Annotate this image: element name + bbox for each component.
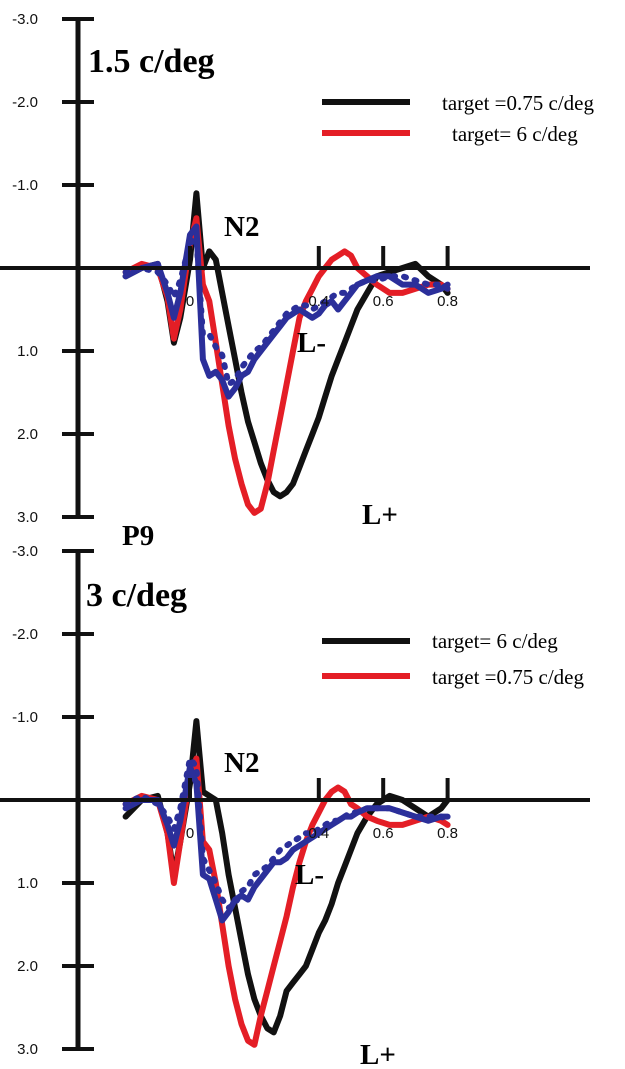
y-tick-label: 1.0 (17, 343, 38, 360)
x-tick-label: 0.8 (437, 825, 458, 842)
panel-title: 1.5 c/deg (88, 43, 215, 80)
y-tick-label: -3.0 (12, 543, 38, 560)
top-panel: 1.5 c/deg target =0.75 c/deg target= 6 c… (0, 11, 594, 552)
y-tick-label: -1.0 (12, 177, 38, 194)
y-tick-label: -1.0 (12, 709, 38, 726)
y-tick-label: 3.0 (17, 509, 38, 526)
annotation-l-minus: L- (297, 327, 326, 359)
y-tick-label: -3.0 (12, 11, 38, 28)
y-tick-label: 2.0 (17, 426, 38, 443)
y-tick-label: -2.0 (12, 94, 38, 111)
series-line-blue (122, 223, 451, 400)
annotation-l-plus: L+ (360, 1039, 396, 1069)
series-line-black (122, 718, 451, 1036)
series-line-black (122, 190, 451, 500)
annotation-p9: P9 (122, 520, 154, 552)
annotation-n2: N2 (224, 747, 259, 779)
annotation-n2: N2 (224, 211, 259, 243)
legend: target= 6 c/deg target =0.75 c/deg (322, 629, 584, 689)
x-tick-label: 0.4 (308, 293, 329, 310)
series-line-blue (122, 763, 451, 924)
x-tick-label: 0.4 (308, 825, 329, 842)
annotation-l-plus: L+ (362, 499, 398, 531)
annotation-l-minus: L- (295, 859, 324, 891)
x-tick-label: 0 (186, 825, 194, 842)
y-tick-label: -2.0 (12, 626, 38, 643)
legend: target =0.75 c/deg target= 6 c/deg (322, 91, 594, 146)
legend-label-black: target =0.75 c/deg (442, 91, 594, 115)
x-tick-label: 0.8 (437, 293, 458, 310)
x-tick-label: 0.6 (373, 825, 394, 842)
x-tick-label: 0.6 (373, 293, 394, 310)
x-tick-label: 0 (186, 293, 194, 310)
y-tick-label: 3.0 (17, 1041, 38, 1058)
legend-label-red: target =0.75 c/deg (432, 665, 584, 689)
panel-title: 3 c/deg (86, 577, 187, 614)
y-tick-label: 1.0 (17, 875, 38, 892)
series-line-blue-dotted (122, 755, 451, 911)
y-tick-label: 2.0 (17, 958, 38, 975)
bottom-panel: 3 c/deg target= 6 c/deg target =0.75 c/d… (0, 543, 590, 1069)
series-line-red (122, 215, 451, 516)
legend-label-black: target= 6 c/deg (432, 629, 558, 653)
legend-label-red: target= 6 c/deg (452, 122, 578, 146)
